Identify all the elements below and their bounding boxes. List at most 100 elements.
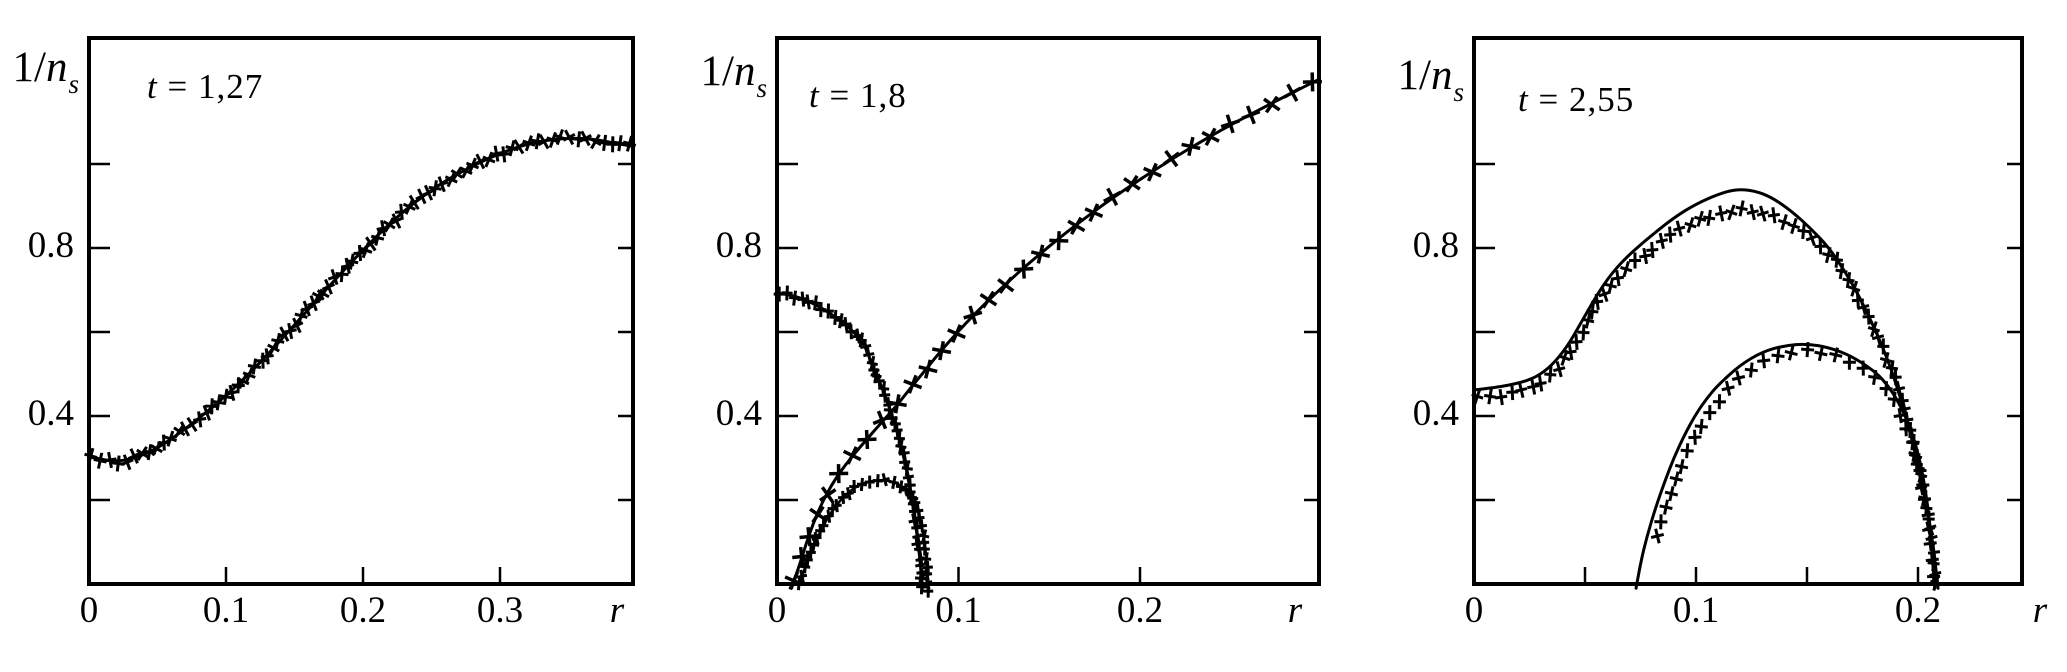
plus-marker-icon: [1544, 366, 1557, 383]
plus-marker-icon: [193, 411, 207, 428]
plus-marker-icon: [1885, 360, 1899, 377]
plus-marker-icon: [163, 430, 178, 447]
plus-marker-icon: [1483, 388, 1497, 405]
plus-marker-icon: [120, 454, 134, 471]
panel-time-label: t = 1,8: [809, 78, 907, 113]
plus-marker-icon: [921, 551, 932, 566]
plus-marker-icon: [1877, 338, 1890, 355]
y-axis-label: 1/ns: [1379, 54, 1464, 106]
y-tick-label: 0.4: [27, 393, 74, 434]
plus-marker-icon: [1923, 535, 1937, 552]
plus-marker-icon: [1564, 343, 1577, 361]
plus-marker-icon: [914, 570, 927, 587]
series-line-inverse-occupation-profile: [87, 136, 635, 463]
plus-marker-icon: [1916, 477, 1930, 493]
y-tick-label: 0.8: [715, 225, 762, 266]
plus-marker-icon: [895, 480, 907, 494]
plus-marker-icon: [866, 355, 878, 372]
plot-frame: [775, 36, 1321, 586]
plus-marker-icon: [1917, 491, 1932, 507]
panel-2: [773, 36, 1322, 598]
plus-marker-icon: [1848, 280, 1861, 297]
plus-marker-icon: [497, 146, 511, 163]
plus-marker-icon: [800, 560, 811, 574]
plus-marker-icon: [1673, 220, 1686, 237]
plus-marker-icon: [842, 446, 862, 465]
series-line-upper-branch-theory-line: [1472, 188, 1940, 590]
plus-marker-icon: [908, 513, 920, 529]
time-value: = 1,8: [819, 76, 907, 115]
plus-marker-icon: [1655, 232, 1668, 250]
plus-marker-icon: [1142, 162, 1162, 182]
plus-marker-icon: [247, 358, 262, 375]
plus-marker-icon: [822, 303, 834, 319]
plus-marker-icon: [1767, 207, 1781, 224]
plus-marker-icon: [873, 373, 885, 389]
plus-marker-icon: [589, 133, 602, 150]
plus-marker-icon: [963, 305, 983, 325]
plus-marker-icon: [1801, 342, 1815, 358]
plus-marker-icon: [260, 348, 274, 365]
plus-marker-icon: [1814, 238, 1827, 255]
plus-marker-icon: [921, 567, 933, 582]
x-tick-label: 0: [1464, 590, 1484, 631]
plus-marker-icon: [781, 285, 793, 301]
plus-marker-icon: [522, 135, 536, 152]
plus-marker-icon: [1220, 114, 1240, 134]
panel-time-label: t = 1,27: [147, 69, 263, 104]
plus-marker-icon: [893, 430, 905, 447]
plus-marker-icon: [1084, 203, 1104, 223]
plus-marker-icon: [283, 322, 297, 340]
plus-marker-icon: [1771, 348, 1785, 364]
y-axis-label: 1/ns: [682, 48, 767, 102]
plus-marker-icon: [1570, 333, 1583, 350]
plus-marker-icon: [883, 402, 895, 418]
plus-marker-icon: [300, 300, 314, 317]
plus-marker-icon: [579, 130, 592, 147]
plus-marker-icon: [512, 139, 526, 155]
plus-marker-icon: [916, 519, 928, 533]
y-axis-label-subscript: s: [1453, 77, 1464, 107]
plus-marker-icon: [1712, 394, 1726, 410]
series-line-rising-outer-branch: [790, 78, 1320, 590]
plus-marker-icon: [127, 448, 141, 464]
y-tick-label: 0.4: [1412, 393, 1459, 434]
plus-marker-icon: [914, 511, 925, 525]
plus-marker-icon: [205, 398, 219, 415]
plus-marker-icon: [1471, 388, 1484, 405]
x-axis-label: r: [609, 590, 625, 631]
y-axis-label-symbol: n: [733, 48, 756, 95]
plus-marker-icon: [1030, 244, 1051, 264]
plus-marker-icon: [1868, 369, 1882, 386]
time-variable: t: [809, 76, 820, 115]
x-tick-label: 0.2: [1894, 590, 1942, 631]
plus-marker-icon: [290, 317, 304, 334]
x-tick-label: 0: [79, 590, 99, 631]
plus-marker-icon: [1650, 528, 1665, 544]
plus-marker-icon: [1784, 345, 1798, 361]
plus-marker-icon: [902, 469, 915, 485]
plus-marker-icon: [1611, 269, 1625, 287]
panel-3: [1471, 36, 2024, 591]
x-tick-label: 0.2: [339, 590, 387, 631]
plus-marker-icon: [1527, 378, 1540, 395]
plus-marker-icon: [1842, 354, 1856, 370]
plus-marker-icon: [1921, 507, 1935, 523]
plus-marker-icon: [1814, 345, 1828, 362]
plus-marker-icon: [473, 153, 487, 170]
plus-marker-icon: [831, 498, 842, 513]
plus-marker-icon: [1262, 95, 1281, 114]
plus-marker-icon: [819, 486, 837, 504]
plus-marker-icon: [327, 268, 342, 286]
series-markers-secondary-hump-branch: [793, 473, 934, 598]
x-axis-label: r: [2032, 590, 2048, 631]
plus-marker-icon: [1515, 381, 1528, 399]
plus-marker-icon: [444, 171, 458, 188]
plus-marker-icon: [923, 584, 934, 598]
plus-marker-icon: [1756, 205, 1769, 222]
plus-marker-icon: [613, 135, 627, 152]
plus-marker-icon: [1857, 298, 1870, 316]
plus-marker-icon: [389, 213, 403, 229]
y-axis-label-symbol: n: [45, 44, 68, 91]
